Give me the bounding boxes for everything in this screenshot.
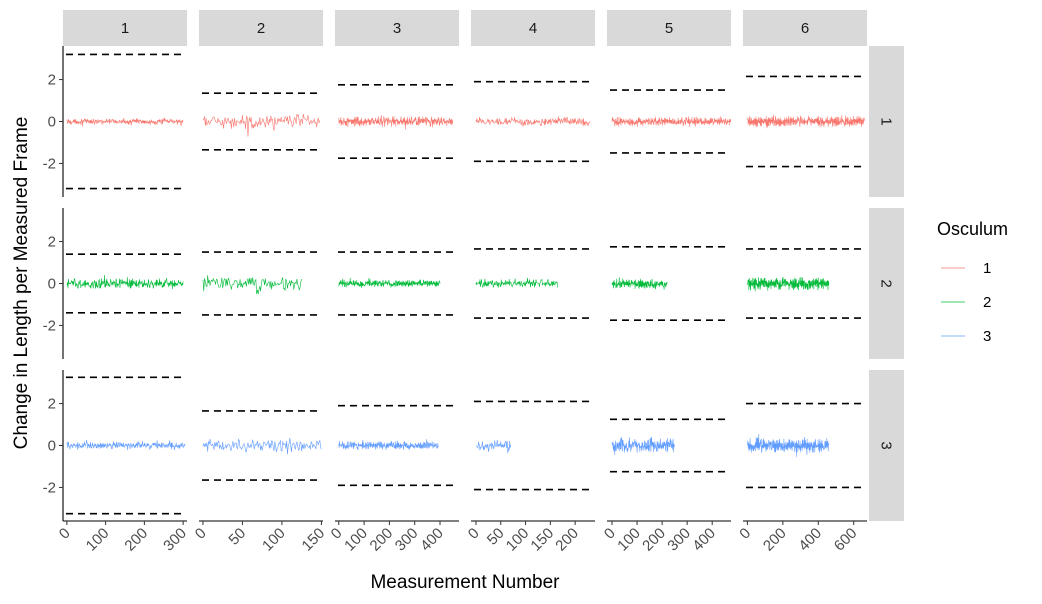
legend: Osculum 1 2 3 — [937, 219, 1008, 345]
column-strip — [199, 10, 323, 46]
x-tick-label: 200 — [367, 525, 397, 555]
y-tick-label: 2 — [48, 234, 56, 251]
x-tick-label: 100 — [83, 525, 113, 555]
series-line — [66, 117, 184, 127]
row-strip — [869, 208, 904, 359]
series-line — [202, 438, 322, 455]
x-tick-label: 200 — [639, 525, 669, 555]
column-strip-label: 6 — [801, 20, 809, 37]
y-tick-label: -2 — [43, 155, 56, 172]
series-line — [475, 116, 591, 127]
x-tick-label: 100 — [341, 525, 371, 555]
series-line — [611, 436, 675, 455]
series-line — [202, 275, 302, 295]
x-tick-label: 100 — [614, 525, 644, 555]
y-tick-label: -2 — [43, 317, 56, 334]
x-tick-label: 50 — [225, 525, 249, 549]
series-line — [338, 115, 453, 130]
column-strip-label: 5 — [665, 20, 673, 37]
series-line — [747, 434, 830, 457]
column-strip — [63, 10, 187, 46]
series-line — [66, 439, 186, 451]
x-tick-label: 150 — [299, 525, 329, 555]
legend-label: 3 — [983, 328, 991, 345]
series-line — [338, 439, 439, 450]
x-tick-label: 100 — [259, 525, 289, 555]
legend-label: 1 — [983, 260, 991, 277]
series-line — [611, 277, 668, 290]
column-strip — [335, 10, 459, 46]
column-strip-label: 1 — [121, 20, 129, 37]
y-tick-label: 2 — [48, 396, 56, 413]
x-tick-label: 0 — [56, 525, 74, 543]
row-strip-label: 2 — [878, 279, 895, 287]
row-strip-label: 3 — [878, 441, 895, 449]
column-strip-label: 4 — [529, 20, 537, 37]
row-strip-label: 1 — [878, 117, 895, 125]
column-strip-label: 3 — [393, 20, 401, 37]
column-strip — [471, 10, 595, 46]
x-tick-label: 300 — [160, 525, 190, 555]
y-axis-title: Change in Length per Measured Frame — [11, 117, 32, 450]
x-tick-label: 600 — [831, 525, 861, 555]
x-tick-label: 0 — [192, 525, 210, 543]
x-tick-label: 0 — [736, 525, 754, 543]
x-tick-label: 400 — [795, 525, 825, 555]
x-tick-label: 300 — [664, 525, 694, 555]
series-line — [611, 116, 732, 127]
x-tick-label: 0 — [465, 525, 483, 543]
series-line — [747, 114, 865, 129]
x-tick-label: 200 — [552, 525, 582, 555]
series-line — [338, 277, 441, 288]
legend-title: Osculum — [937, 219, 1008, 239]
y-tick-label: -2 — [43, 479, 56, 496]
y-tick-label: 2 — [48, 72, 56, 89]
series-line — [66, 275, 184, 290]
legend-item: 1 — [941, 260, 991, 277]
column-strip — [743, 10, 867, 46]
series-line — [747, 276, 830, 292]
row-strip — [869, 370, 904, 521]
y-tick-label: 0 — [48, 114, 56, 131]
series-line — [202, 113, 321, 137]
row-strip — [869, 46, 904, 197]
legend-item: 2 — [941, 294, 991, 311]
x-tick-label: 400 — [417, 525, 447, 555]
series-line — [475, 277, 559, 288]
x-tick-label: 150 — [527, 525, 557, 555]
y-tick-label: 0 — [48, 276, 56, 293]
x-tick-label: 200 — [121, 525, 151, 555]
x-tick-label: 300 — [392, 525, 422, 555]
series-line — [475, 439, 511, 454]
column-strip — [607, 10, 731, 46]
legend-item: 3 — [941, 328, 991, 345]
x-tick-label: 400 — [689, 525, 719, 555]
x-tick-label: 100 — [503, 525, 533, 555]
x-axis-title: Measurement Number — [370, 572, 560, 593]
column-strip-label: 2 — [257, 20, 265, 37]
legend-label: 2 — [983, 294, 991, 311]
y-tick-label: 0 — [48, 438, 56, 455]
x-tick-label: 200 — [760, 525, 790, 555]
